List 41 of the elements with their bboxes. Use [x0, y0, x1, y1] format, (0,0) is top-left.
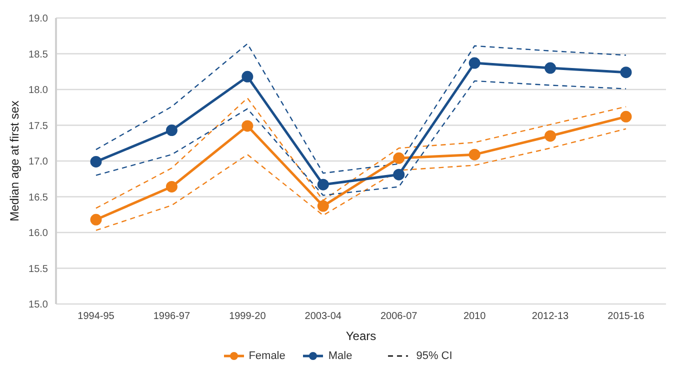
- x-axis-title: Years: [346, 329, 376, 343]
- point: [317, 178, 329, 190]
- legend-label: Female: [248, 350, 286, 362]
- line-series: [95, 43, 627, 174]
- point: [393, 152, 405, 164]
- y-tick-label: 17.5: [28, 120, 48, 132]
- y-tick-label: 17.0: [28, 156, 48, 168]
- y-tick-label: 18.5: [28, 49, 48, 60]
- point: [620, 66, 632, 78]
- point: [620, 110, 632, 122]
- legend-label: Male: [327, 350, 352, 362]
- y-tick-label: 15.0: [28, 300, 48, 311]
- point: [90, 156, 102, 168]
- x-tick-label: 2010: [463, 311, 486, 322]
- point: [393, 168, 405, 180]
- point: [317, 200, 329, 212]
- line-series: [95, 80, 627, 196]
- y-tick-label: 19.0: [28, 14, 48, 25]
- point: [90, 214, 102, 226]
- x-tick-label: 2003-04: [304, 311, 342, 322]
- y-tick-label: 18.0: [28, 85, 48, 96]
- x-tick-label: 2012-13: [532, 311, 570, 322]
- x-tick-label: 1999-20: [229, 311, 266, 322]
- y-tick-label: 16.0: [28, 228, 48, 240]
- point: [468, 148, 480, 160]
- point: [544, 62, 556, 74]
- point: [166, 124, 178, 136]
- x-tick-label: 2006-07: [380, 311, 418, 322]
- point: [242, 120, 254, 132]
- point: [544, 130, 556, 142]
- y-tick-label: 15.5: [28, 264, 48, 275]
- line-series: [95, 128, 627, 231]
- y-tick-label: 16.5: [28, 192, 48, 204]
- x-tick-label: 1994-95: [78, 311, 115, 322]
- point: [468, 57, 480, 69]
- x-tick-label: 2015-16: [608, 311, 645, 322]
- point: [166, 180, 178, 192]
- x-tick-label: 1996-97: [153, 311, 190, 322]
- text: 95% CI: [415, 350, 452, 362]
- y-axis-title: Median age at first sex: [7, 100, 22, 222]
- point: [242, 70, 254, 82]
